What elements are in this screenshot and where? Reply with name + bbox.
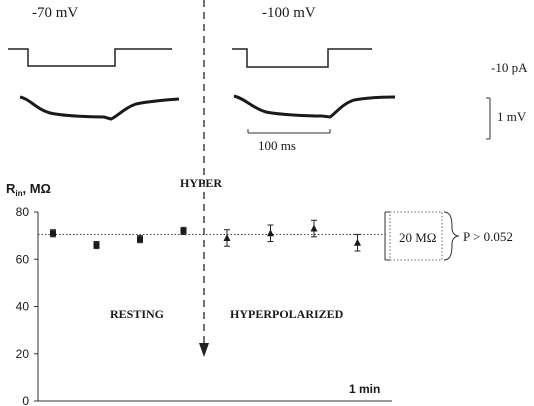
data-point bbox=[267, 224, 274, 243]
range-box bbox=[389, 211, 443, 261]
data-point bbox=[180, 226, 187, 235]
y-tick-label: 20 bbox=[16, 347, 30, 361]
y-ticks: 0 20 40 60 80 bbox=[16, 205, 38, 406]
hyper-label: HYPER bbox=[180, 176, 222, 190]
triangle-marker bbox=[223, 233, 231, 241]
voltage-traces bbox=[19, 94, 396, 121]
square-marker bbox=[93, 242, 100, 249]
time-scale-label: 100 ms bbox=[258, 138, 296, 153]
y-tick-label: 40 bbox=[16, 300, 30, 314]
hyperpolarized-label: HYPERPOLARIZED bbox=[230, 307, 344, 321]
triangle-marker bbox=[310, 224, 318, 232]
y-tick-label: 0 bbox=[22, 394, 29, 406]
square-marker bbox=[180, 227, 187, 234]
curly-brace bbox=[443, 211, 460, 261]
y-tick-label: 60 bbox=[16, 252, 30, 266]
data-point bbox=[310, 219, 318, 238]
data-point bbox=[137, 235, 143, 244]
data-point bbox=[93, 241, 100, 250]
bracket-value-label: 20 MΩ bbox=[399, 230, 436, 245]
y-axis-label: Rin, MΩ bbox=[6, 181, 51, 198]
square-marker bbox=[50, 230, 56, 237]
current-traces bbox=[8, 48, 372, 68]
time-bar-label: 1 min bbox=[349, 382, 380, 396]
square-marker bbox=[137, 236, 143, 243]
voltage-trace-right bbox=[233, 94, 396, 119]
voltage-scale-label: 1 mV bbox=[497, 109, 527, 124]
voltage-trace-left bbox=[19, 95, 180, 121]
separator-arrowhead bbox=[199, 343, 209, 357]
current-step-left bbox=[8, 48, 172, 67]
data-point bbox=[223, 229, 231, 247]
triangle-marker bbox=[267, 229, 274, 237]
voltage-left-label: -70 mV bbox=[32, 5, 78, 21]
triangle-marker bbox=[354, 238, 361, 246]
current-step-right bbox=[232, 48, 372, 68]
p-value-label: P > 0.052 bbox=[463, 229, 513, 244]
data-point bbox=[354, 233, 361, 252]
current-scale-label: -10 pA bbox=[491, 60, 528, 75]
voltage-right-label: -100 mV bbox=[262, 5, 316, 21]
y-tick-label: 80 bbox=[16, 205, 30, 219]
resting-label: RESTING bbox=[110, 307, 164, 321]
data-point bbox=[50, 229, 56, 238]
data-points bbox=[50, 219, 361, 252]
